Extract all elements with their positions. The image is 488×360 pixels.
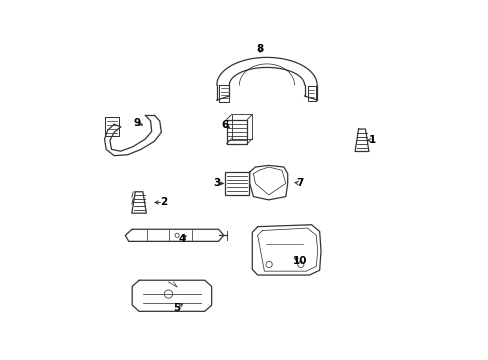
Text: 1: 1 <box>368 135 375 145</box>
Text: 8: 8 <box>256 44 263 54</box>
Text: 7: 7 <box>296 179 303 188</box>
Text: 10: 10 <box>292 256 306 266</box>
Text: 9: 9 <box>134 118 141 128</box>
Text: 2: 2 <box>160 198 166 207</box>
Bar <box>224 172 248 195</box>
Text: 5: 5 <box>173 303 181 313</box>
Text: 4: 4 <box>178 234 185 244</box>
Text: 6: 6 <box>222 120 229 130</box>
Text: 3: 3 <box>213 179 220 188</box>
